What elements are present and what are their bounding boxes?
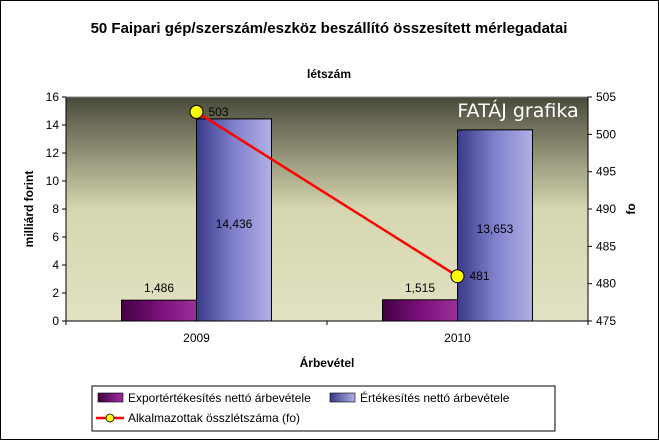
x-tick-label: 2010 (444, 331, 471, 345)
employees-line (195, 110, 459, 278)
chart-subtitle: létszám (307, 67, 351, 81)
y-tick-label: 2 (52, 286, 59, 300)
y-tick-label: 12 (46, 146, 60, 160)
y-tick-label: 14 (46, 118, 60, 132)
legend: Exportértékesítés nettó árbevétele Érték… (91, 385, 556, 432)
legend-swatch-employees-marker (105, 413, 115, 423)
y-tick-label: 4 (52, 258, 59, 272)
chart-title: 50 Faipari gép/szerszám/eszköz beszállít… (91, 20, 568, 37)
legend-label-export: Exportértékesítés nettó árbevétele (128, 391, 311, 405)
employees-marker (189, 104, 204, 119)
data-label-employees: 481 (470, 269, 490, 283)
x-tick-label: 2009 (183, 331, 210, 345)
y-tick-label: 10 (46, 174, 60, 188)
watermark: FATÁJ grafika (457, 99, 578, 122)
legend-label-sales: Értékesítés nettó árbevétele (360, 390, 510, 405)
legend-swatch-sales (329, 392, 356, 403)
y2-tick-label: 500 (596, 127, 616, 141)
y-tick-label: 0 (52, 314, 59, 328)
legend-label-employees: Alkalmazottak összlétszáma (fo) (128, 411, 300, 425)
y2-tick-label: 495 (596, 165, 616, 179)
legend-swatch-export (97, 392, 124, 403)
y2-tick-label: 485 (596, 239, 616, 253)
y-tick-label: 8 (52, 202, 59, 216)
legend-box (91, 385, 556, 432)
employees-marker (450, 269, 465, 284)
y-axis-label: milliárd forint (22, 171, 36, 248)
data-label-export: 1,486 (144, 281, 174, 295)
y2-axis-label: fo (624, 203, 638, 214)
y2-tick-label: 505 (596, 90, 616, 104)
bar-export (121, 299, 197, 322)
bar-export (382, 299, 458, 322)
bar-sales (457, 129, 533, 322)
y2-tick-label: 475 (596, 314, 616, 328)
y-tick-label: 16 (46, 90, 60, 104)
x-axis-label: Árbevétel (300, 355, 355, 370)
data-label-employees: 503 (209, 105, 229, 119)
y-tick-label: 6 (52, 230, 59, 244)
data-label-sales: 14,436 (216, 217, 253, 231)
data-label-export: 1,515 (405, 281, 435, 295)
data-label-sales: 13,653 (477, 222, 514, 236)
y2-tick-label: 490 (596, 202, 616, 216)
y2-tick-label: 480 (596, 277, 616, 291)
